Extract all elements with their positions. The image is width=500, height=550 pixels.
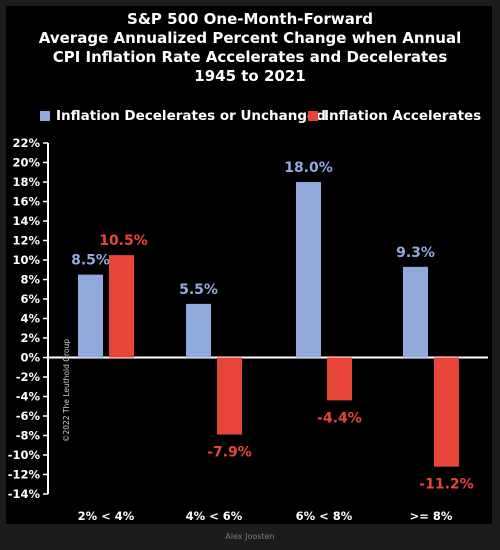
chart-title-line-2: Average Annualized Percent Change when A… <box>38 29 462 47</box>
x-category-label: >= 8% <box>410 509 453 523</box>
y-tick-label: -6% <box>16 409 41 423</box>
y-tick-label: -12% <box>8 468 41 482</box>
bar-accelerates <box>434 357 459 467</box>
data-label: -7.9% <box>207 445 252 461</box>
bar-decelerates <box>296 182 321 358</box>
chart-title-line-3: CPI Inflation Rate Accelerates and Decel… <box>52 48 448 66</box>
legend-item-decelerates: Inflation Decelerates or Unchanged <box>40 108 326 124</box>
legend-label-decelerates: Inflation Decelerates or Unchanged <box>56 108 326 124</box>
y-tick-label: 14% <box>12 214 40 228</box>
legend-swatch-red <box>308 111 318 121</box>
y-tick-label: 10% <box>12 253 40 267</box>
data-label: 18.0% <box>284 160 333 176</box>
bar-accelerates <box>217 357 242 435</box>
y-tick-label: 0% <box>20 351 40 365</box>
data-label: -11.2% <box>419 477 473 493</box>
x-category-label: 6% < 8% <box>296 509 353 523</box>
bar-decelerates <box>78 274 103 358</box>
photo-credit: Alex Joosten <box>225 532 275 541</box>
y-tick-label: 12% <box>12 234 40 248</box>
data-label: -4.4% <box>317 410 362 426</box>
bar-decelerates <box>403 266 428 358</box>
data-label: 5.5% <box>179 282 218 298</box>
y-tick-label: 18% <box>12 175 40 189</box>
bar-accelerates <box>109 255 134 358</box>
chart-title-line-1: S&P 500 One-Month-Forward <box>127 10 373 28</box>
y-tick-label: 4% <box>20 312 40 326</box>
y-tick-label: -2% <box>16 370 41 384</box>
y-tick-label: -8% <box>16 429 41 443</box>
y-tick-label: 8% <box>20 273 40 287</box>
y-tick-label: 6% <box>20 292 40 306</box>
data-label: 10.5% <box>99 233 148 249</box>
legend-swatch-blue <box>40 111 50 121</box>
bar-accelerates <box>327 357 352 401</box>
x-category-label: 4% < 6% <box>186 509 243 523</box>
legend-label-accelerates: Inflation Accelerates <box>324 108 482 124</box>
y-tick-label: 22% <box>12 136 40 150</box>
bar-decelerates <box>186 303 211 358</box>
copyright-note: ©2022 The Leuthold Group <box>62 338 71 442</box>
legend-item-accelerates: Inflation Accelerates <box>308 108 481 124</box>
y-tick-label: 2% <box>20 331 40 345</box>
x-category-label: 2% < 4% <box>78 509 135 523</box>
y-tick-label: 16% <box>12 195 40 209</box>
data-label: 8.5% <box>71 253 110 269</box>
chart-title-line-4: 1945 to 2021 <box>194 67 306 85</box>
y-tick-label: -10% <box>8 448 41 462</box>
y-tick-label: 20% <box>12 156 40 170</box>
data-label: 9.3% <box>396 245 435 261</box>
y-tick-label: -14% <box>8 487 41 501</box>
chart-panel <box>6 6 492 524</box>
y-tick-label: -4% <box>16 390 41 404</box>
